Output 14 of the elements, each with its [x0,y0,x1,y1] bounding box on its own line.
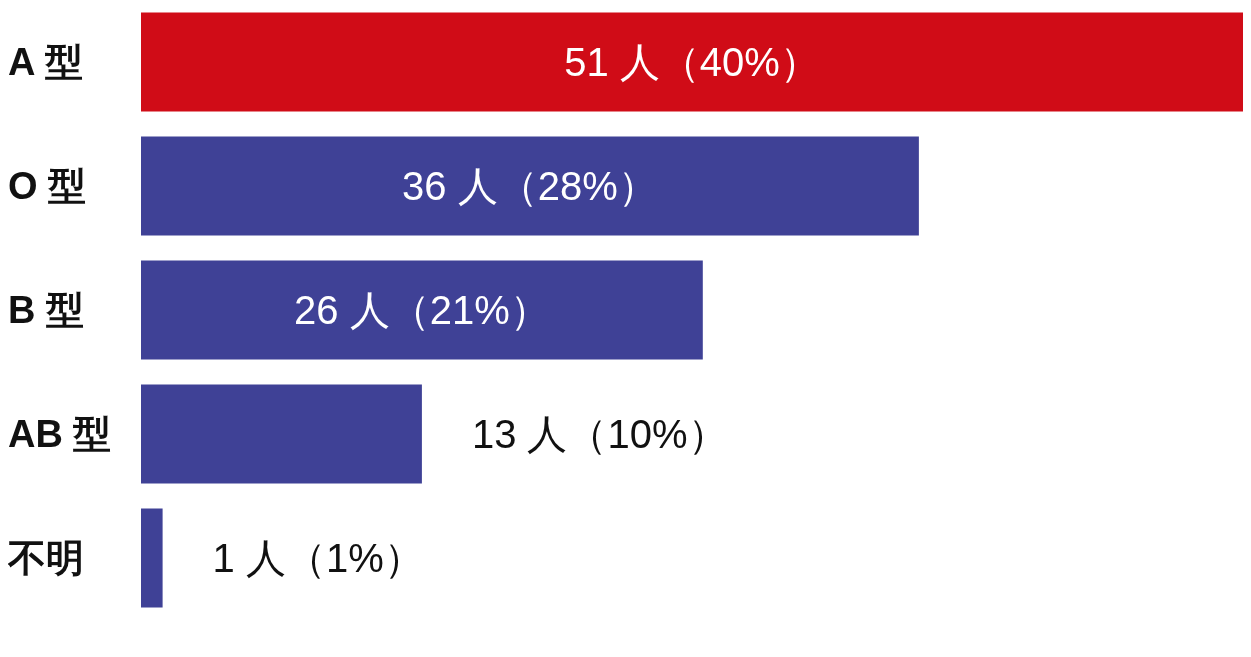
y-tick-label: B 型 [8,289,84,331]
y-tick-label: A 型 [8,41,83,83]
bar [141,136,919,236]
bar [141,12,1243,112]
bar [141,384,422,484]
data-label: 36 人（28%） [402,163,658,208]
data-label: 26 人（21%） [294,287,550,332]
data-label: 13 人（10%） [471,411,728,456]
bar [141,260,703,360]
y-tick-label: AB 型 [8,413,112,455]
y-tick-label: O 型 [8,165,87,207]
data-label: 51 人（40%） [564,39,820,84]
bar [141,508,163,608]
data-label: 1 人（1%） [212,535,424,580]
